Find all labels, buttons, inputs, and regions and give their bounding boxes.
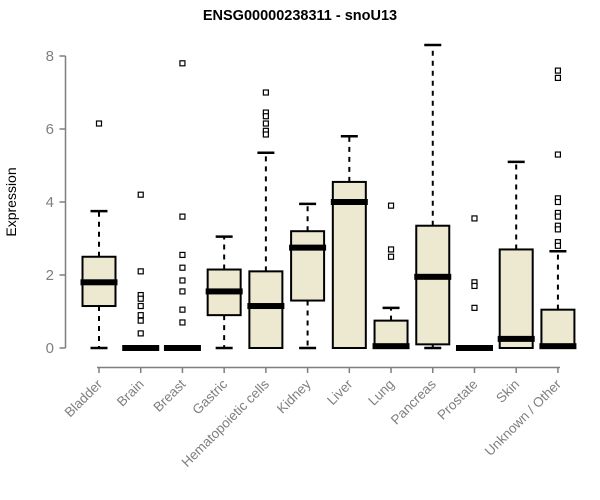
- median-line: [414, 273, 452, 280]
- chart-title: ENSG00000238311 - snoU13: [203, 8, 397, 24]
- median-line: [289, 244, 327, 251]
- x-tick-label: Gastric: [189, 376, 230, 417]
- outlier-point: [554, 151, 562, 158]
- median-line: [80, 279, 118, 286]
- box-iqr: [290, 230, 326, 302]
- x-tick-label: Bladder: [62, 376, 106, 420]
- outlier-point: [554, 67, 562, 74]
- x-tick-label: Pancreas: [388, 376, 439, 427]
- outlier-point: [387, 253, 395, 260]
- y-tick-label: 4: [46, 194, 54, 211]
- outlier-point: [554, 74, 562, 82]
- outlier-point: [179, 277, 186, 284]
- median-line: [205, 288, 243, 295]
- outlier-point: [179, 264, 186, 271]
- outlier-point: [554, 198, 562, 206]
- median-line: [372, 343, 410, 350]
- outlier-point: [262, 113, 269, 120]
- outlier-point: [387, 202, 395, 209]
- median-line: [330, 199, 368, 205]
- outlier-point: [137, 302, 144, 310]
- x-tick-label: Prostate: [434, 377, 480, 423]
- outlier-point: [137, 330, 144, 337]
- outlier-point: [262, 131, 269, 138]
- outlier-point: [179, 213, 186, 220]
- outlier-point: [179, 60, 186, 67]
- outlier-point: [179, 319, 186, 326]
- x-tick-label: Skin: [493, 377, 522, 406]
- x-tick-label: Kidney: [274, 376, 314, 416]
- box-iqr: [498, 248, 534, 349]
- outlier-point: [471, 282, 478, 290]
- median-line: [539, 343, 577, 350]
- median-line: [497, 335, 535, 342]
- box-iqr: [415, 224, 451, 346]
- outlier-point: [471, 215, 478, 222]
- outlier-point: [137, 317, 144, 324]
- outlier-point: [262, 89, 269, 96]
- box-iqr: [331, 180, 367, 349]
- outlier-point: [137, 191, 144, 198]
- median-line: [247, 303, 285, 310]
- x-tick-label: Lung: [365, 377, 397, 409]
- outlier-point: [137, 268, 144, 275]
- x-tick-label: Brain: [114, 377, 147, 410]
- x-tick-label: Unknown / Other: [482, 376, 565, 459]
- outlier-point: [95, 120, 103, 127]
- y-axis-title: Expression: [3, 167, 19, 236]
- box-iqr: [540, 308, 576, 349]
- x-tick-label: Breast: [150, 376, 188, 414]
- outlier-point: [179, 306, 186, 313]
- y-tick-label: 6: [46, 121, 54, 138]
- median-line: [122, 345, 160, 351]
- outlier-point: [554, 213, 562, 220]
- x-tick-label: Liver: [324, 376, 356, 408]
- outlier-point: [554, 226, 562, 233]
- outlier-point: [137, 312, 144, 319]
- median-line: [455, 345, 493, 351]
- outlier-point: [471, 304, 478, 311]
- box-iqr: [248, 270, 284, 350]
- outlier-point: [387, 246, 395, 253]
- outlier-point: [179, 288, 186, 295]
- outlier-point: [137, 295, 144, 302]
- median-line: [163, 345, 201, 351]
- y-tick-label: 8: [46, 48, 54, 65]
- outlier-point: [262, 120, 269, 127]
- y-tick-label: 2: [46, 267, 54, 284]
- y-tick-label: 0: [46, 340, 54, 357]
- outlier-point: [554, 242, 562, 249]
- outlier-point: [179, 251, 186, 259]
